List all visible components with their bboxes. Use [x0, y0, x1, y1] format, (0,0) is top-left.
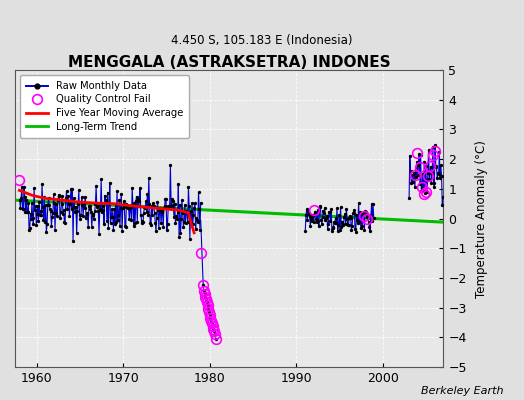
- Title: MENGGALA (ASTRAKSETRA) INDONES: MENGGALA (ASTRAKSETRA) INDONES: [68, 55, 390, 70]
- Y-axis label: Temperature Anomaly (°C): Temperature Anomaly (°C): [475, 140, 488, 298]
- Legend: Raw Monthly Data, Quality Control Fail, Five Year Moving Average, Long-Term Tren: Raw Monthly Data, Quality Control Fail, …: [20, 75, 189, 138]
- Text: Berkeley Earth: Berkeley Earth: [421, 386, 503, 396]
- Text: 4.450 S, 105.183 E (Indonesia): 4.450 S, 105.183 E (Indonesia): [171, 34, 353, 47]
